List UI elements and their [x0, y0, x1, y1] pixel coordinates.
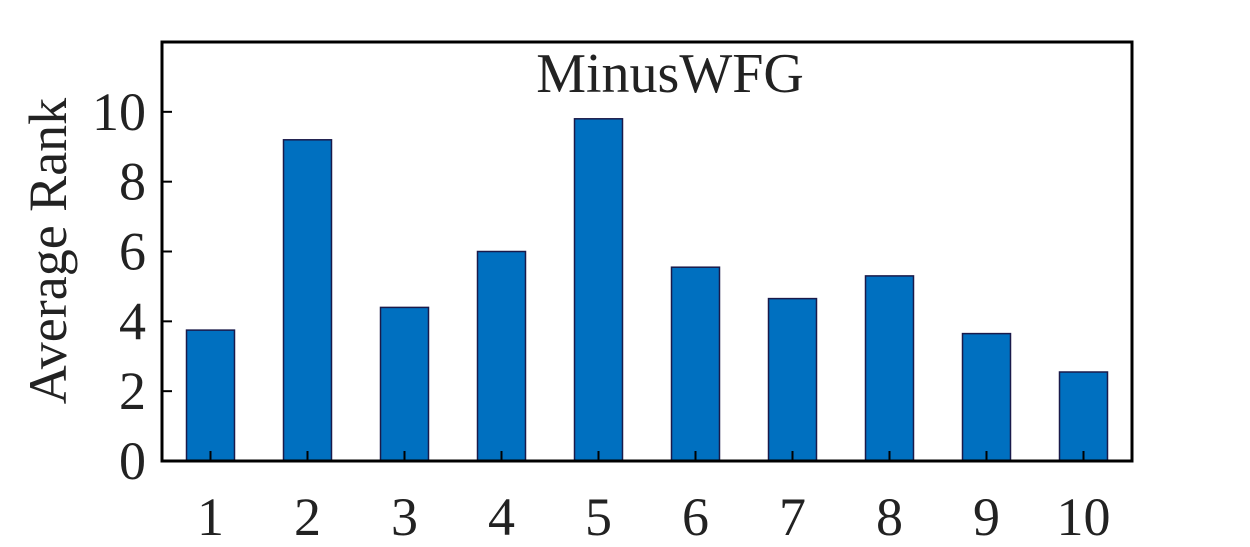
x-tick-label: 9 — [973, 487, 1000, 547]
bar-9 — [961, 332, 1012, 462]
bar-8 — [864, 275, 915, 462]
x-tick-label: 6 — [682, 487, 709, 547]
bar-2 — [282, 139, 333, 462]
x-ticks-group: 1 2 3 4 5 6 7 8 9 10 — [197, 451, 1111, 547]
bar-7 — [767, 297, 818, 462]
y-tick-label: 10 — [92, 82, 146, 142]
y-axis-title: Average Rank — [18, 98, 78, 404]
x-tick-label: 1 — [197, 487, 224, 547]
plot-area-frame — [160, 40, 1134, 463]
y-tick-label: 6 — [119, 222, 146, 282]
x-tick-label: 5 — [585, 487, 612, 547]
bar-4 — [476, 250, 527, 462]
x-tick-label: 10 — [1057, 487, 1111, 547]
y-tick-label: 2 — [119, 361, 146, 421]
x-tick-label: 7 — [779, 487, 806, 547]
x-tick-label: 2 — [294, 487, 321, 547]
y-tick-label: 4 — [119, 291, 146, 351]
x-tick-label: 3 — [391, 487, 418, 547]
bar-10 — [1058, 371, 1109, 462]
bar-5 — [573, 118, 624, 462]
x-tick-label: 4 — [488, 487, 515, 547]
bar-6 — [670, 266, 721, 462]
y-ticks-group: 0 2 4 6 8 10 — [92, 82, 172, 491]
y-tick-label: 0 — [119, 431, 146, 491]
chart-title: MinusWFG — [536, 43, 804, 105]
y-tick-label: 8 — [119, 152, 146, 212]
x-tick-label: 8 — [876, 487, 903, 547]
bars-group — [185, 118, 1109, 462]
bar-3 — [379, 306, 430, 462]
bar-1 — [185, 329, 236, 462]
